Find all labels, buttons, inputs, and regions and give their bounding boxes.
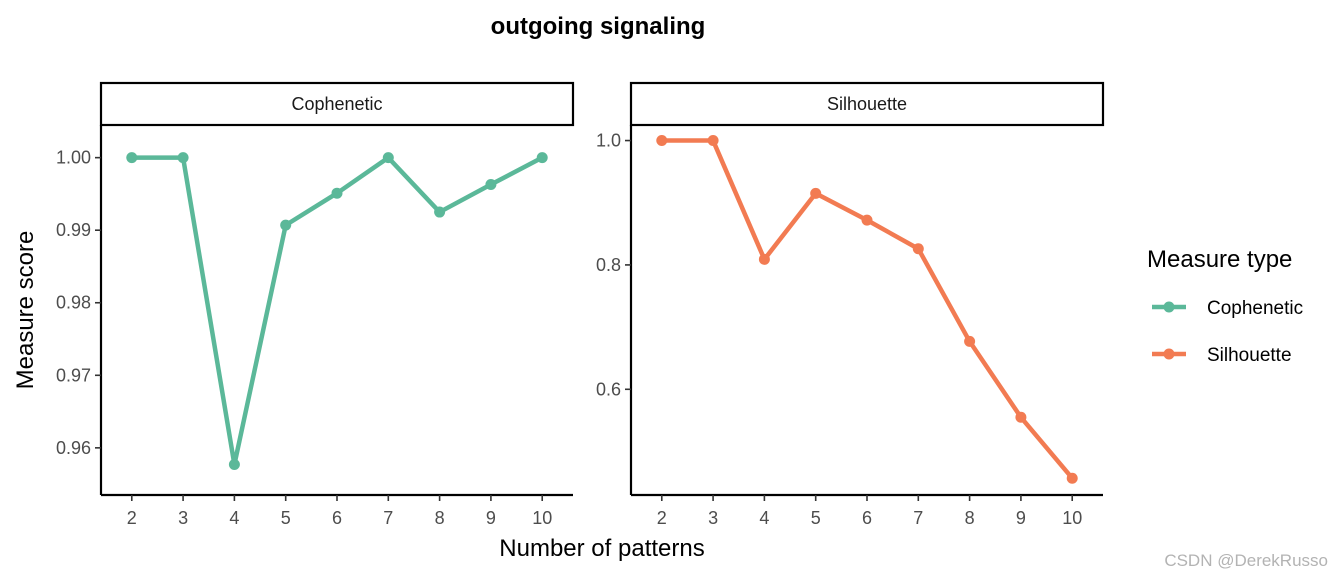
legend-title: Measure type (1147, 246, 1292, 273)
y-tick-label: 0.97 (56, 365, 91, 385)
legend: Measure type Cophenetic Silhouette (1147, 246, 1303, 366)
x-tick-label: 3 (708, 508, 718, 528)
y-tick-label: 1.0 (596, 131, 621, 151)
x-tick-label: 2 (657, 508, 667, 528)
y-tick-label: 0.96 (56, 438, 91, 458)
data-point (758, 253, 770, 265)
x-tick-label: 3 (178, 508, 188, 528)
x-tick-label: 4 (759, 508, 769, 528)
x-axis-title: Number of patterns (499, 535, 704, 562)
y-tick-label: 1.00 (56, 148, 91, 168)
y-axis-title: Measure score (12, 231, 39, 390)
legend-item-cophenetic: Cophenetic (1152, 298, 1303, 319)
data-point (707, 135, 719, 147)
facet-strip-label: Cophenetic (291, 94, 382, 114)
x-tick-label: 2 (127, 508, 137, 528)
data-point (964, 335, 976, 347)
x-tick-label: 10 (1062, 508, 1082, 528)
legend-key-point (1163, 301, 1175, 313)
x-tick-label: 6 (862, 508, 872, 528)
facet-panels: Cophenetic 0.96 0.97 0.98 0.99 1.00 2 3 4 5 6 7 8 9 10… (56, 81, 1105, 528)
facet-strip (99, 81, 575, 127)
data-point (331, 187, 343, 199)
data-point (861, 214, 873, 226)
data-point (126, 152, 138, 164)
data-point (656, 135, 668, 147)
data-point (382, 152, 394, 164)
data-point (485, 178, 497, 190)
y-tick-label: 0.6 (596, 379, 621, 399)
series-line-silhouette (659, 138, 1075, 481)
facet-strip (629, 81, 1105, 127)
facet-strip-label: Silhouette (827, 94, 907, 114)
x-tick-label: 10 (532, 508, 552, 528)
watermark: CSDN @DerekRusso (1164, 551, 1328, 570)
x-tick-label: 9 (486, 508, 496, 528)
legend-key-point (1163, 348, 1175, 360)
data-point (1015, 411, 1027, 423)
y-tick-label: 0.8 (596, 255, 621, 275)
legend-item-silhouette: Silhouette (1152, 345, 1292, 366)
series-line-cophenetic (129, 155, 545, 467)
x-tick-label: 6 (332, 508, 342, 528)
y-tick-label: 0.99 (56, 220, 91, 240)
data-point (1066, 472, 1078, 484)
x-tick-label: 9 (1016, 508, 1026, 528)
x-tick-label: 5 (281, 508, 291, 528)
panel-silhouette: Silhouette 0.6 0.8 1.0 2 3 4 5 6 7 8 9 10 (596, 81, 1105, 528)
legend-label: Cophenetic (1207, 298, 1303, 319)
data-point (177, 152, 189, 164)
y-tick-label: 0.98 (56, 293, 91, 313)
x-tick-label: 7 (383, 508, 393, 528)
panel-cophenetic: Cophenetic 0.96 0.97 0.98 0.99 1.00 2 3 4 5 6 7 8 9 10 (56, 81, 575, 528)
x-tick-label: 7 (913, 508, 923, 528)
chart-title: outgoing signaling (491, 13, 706, 40)
x-tick-label: 8 (435, 508, 445, 528)
x-tick-label: 5 (811, 508, 821, 528)
data-point (810, 187, 822, 199)
x-tick-label: 4 (229, 508, 239, 528)
data-point (434, 206, 446, 218)
data-point (536, 152, 548, 164)
data-point (228, 459, 240, 471)
data-point (280, 219, 292, 231)
x-tick-label: 8 (965, 508, 975, 528)
legend-label: Silhouette (1207, 345, 1292, 366)
data-point (912, 243, 924, 255)
